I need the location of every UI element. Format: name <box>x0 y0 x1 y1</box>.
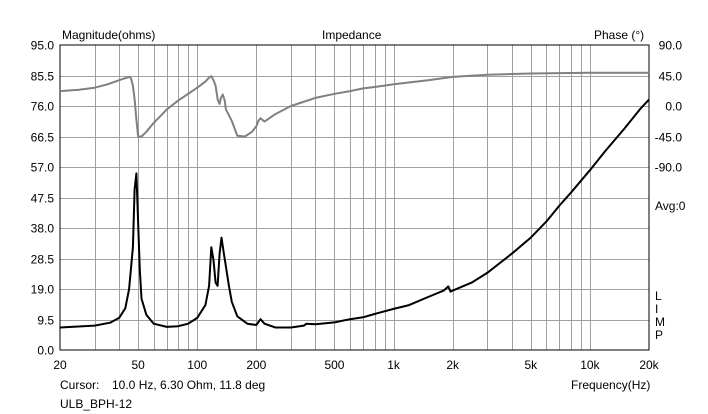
y-left-label: Magnitude(ohms) <box>62 28 155 42</box>
limp-m: M <box>655 315 665 329</box>
limp-l: L <box>655 289 662 303</box>
limp-i: I <box>655 302 658 316</box>
phase-line <box>59 71 649 138</box>
avg-label: Avg:0 <box>655 199 686 213</box>
y-left-tick-label: 28.5 <box>31 253 55 267</box>
x-tick-label: 2k <box>446 358 460 372</box>
y-left-tick-label: 66.5 <box>31 131 55 145</box>
x-tick-label: 20k <box>639 358 659 372</box>
y-left-tick-label: 57.0 <box>31 161 55 175</box>
y-left-tick-label: 38.0 <box>31 222 55 236</box>
plot-frame <box>59 44 650 351</box>
magnitude-line <box>59 98 650 329</box>
y-left-tick-label: 0.0 <box>37 344 54 358</box>
y-right-tick-label: 0.0 <box>665 100 682 114</box>
y-right-tick-label: 90.0 <box>659 39 683 53</box>
limp-p: P <box>655 328 663 342</box>
y-left-tick-label: 85.5 <box>31 70 55 84</box>
x-tick-label: 10k <box>580 358 600 372</box>
y-left-tick-label: 76.0 <box>31 100 55 114</box>
x-axis-label: Frequency(Hz) <box>571 378 650 392</box>
cursor-label: Cursor: <box>60 378 99 392</box>
file-name: ULB_BPH-12 <box>60 397 132 411</box>
x-tick-label: 100 <box>187 358 207 372</box>
y-right-label: Phase (°) <box>594 28 644 42</box>
x-tick-label: 50 <box>131 358 145 372</box>
cursor-value: 10.0 Hz, 6.30 Ohm, 11.8 deg <box>112 378 265 392</box>
y-left-tick-label: 47.5 <box>31 192 55 206</box>
grid <box>60 45 649 350</box>
y-right-tick-label: 45.0 <box>659 70 683 84</box>
y-left-tick-label: 9.5 <box>37 314 54 328</box>
x-tick-label: 500 <box>324 358 344 372</box>
y-left-tick-label: 95.0 <box>31 39 55 53</box>
y-left-tick-label: 19.0 <box>31 283 55 297</box>
x-tick-label: 1k <box>387 358 401 372</box>
y-right-tick-label: -90.0 <box>655 161 683 175</box>
y-right-tick-label: -45.0 <box>655 131 683 145</box>
chart-title: Impedance <box>322 28 382 42</box>
x-tick-label: 200 <box>246 358 266 372</box>
x-tick-label: 5k <box>524 358 538 372</box>
x-tick-label: 20 <box>53 358 67 372</box>
